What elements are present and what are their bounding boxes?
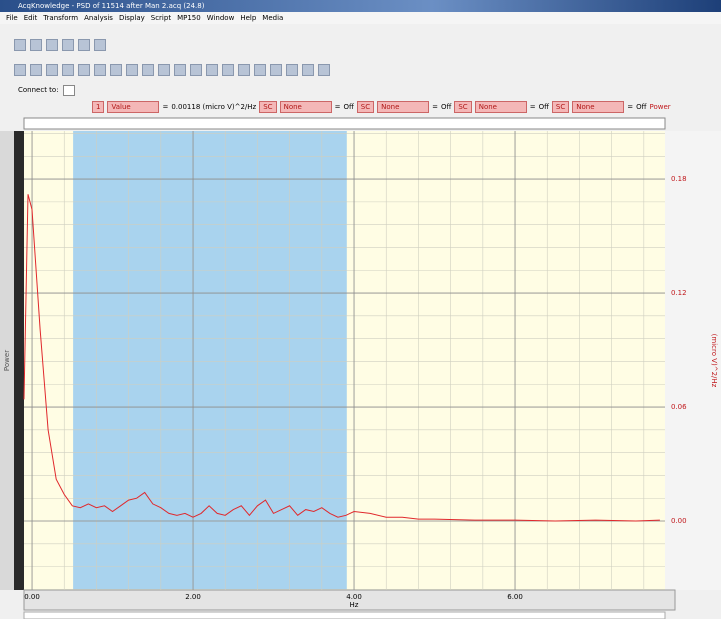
menu-item[interactable]: Edit: [23, 14, 38, 22]
tool-icon[interactable]: [14, 64, 26, 76]
menu-item[interactable]: Analysis: [84, 14, 113, 22]
y-axis-label: Power: [3, 350, 11, 371]
tool-icon[interactable]: [318, 64, 330, 76]
x-tick-label: 2.00: [185, 593, 201, 601]
measurement-result: Off: [441, 103, 452, 111]
tool-icon[interactable]: [126, 64, 138, 76]
function-select[interactable]: None: [377, 101, 430, 113]
channel-select[interactable]: SC: [259, 101, 277, 113]
y-tick-label: 0.12: [671, 289, 687, 297]
measurement-result: 0.00118 (micro V)^2/Hz: [171, 103, 257, 111]
y-units-label: (micro V)^2/Hz: [710, 334, 718, 388]
equals-sign: =: [432, 103, 439, 111]
function-select[interactable]: Value: [107, 101, 160, 113]
channel-select[interactable]: 1: [92, 101, 105, 113]
connect-row: Connect to:: [18, 84, 75, 96]
y-tick-label: 0.06: [671, 403, 687, 411]
menu-bar: File Edit Transform Analysis Display Script MP…: [0, 12, 721, 24]
tool-icon[interactable]: [206, 64, 218, 76]
tool-icon[interactable]: [110, 64, 122, 76]
channel-select[interactable]: SC: [356, 101, 375, 113]
equals-sign: =: [162, 103, 169, 111]
tool-icon[interactable]: [94, 39, 106, 51]
toolbar: [14, 63, 330, 77]
toolbar: [14, 38, 106, 52]
tool-icon[interactable]: [46, 64, 58, 76]
x-tick-label: 4.00: [346, 593, 362, 601]
channel-select[interactable]: SC: [551, 101, 570, 113]
function-select[interactable]: None: [279, 101, 332, 113]
selection: [73, 131, 347, 590]
menu-item[interactable]: Transform: [43, 14, 79, 22]
menu-item[interactable]: Window: [206, 14, 235, 22]
function-select[interactable]: None: [474, 101, 527, 113]
side-panel: [0, 131, 14, 590]
menu-item[interactable]: Media: [262, 14, 284, 22]
tool-icon[interactable]: [302, 64, 314, 76]
x-axis-band: [23, 589, 676, 611]
right-panel: [665, 131, 721, 590]
tool-icon[interactable]: [30, 39, 42, 51]
function-select[interactable]: None: [572, 101, 625, 113]
window-title: AcqKnowledge - PSD of 11514 after Man 2.…: [18, 2, 205, 10]
menu-item[interactable]: File: [6, 14, 18, 22]
measurement-result: Off: [636, 103, 647, 111]
tool-icon[interactable]: [254, 64, 266, 76]
power-button[interactable]: Power: [649, 103, 671, 111]
x-tick-label: 0.00: [24, 593, 40, 601]
tool-icon[interactable]: [78, 64, 90, 76]
menu-item[interactable]: Script: [150, 14, 172, 22]
channel-select[interactable]: SC: [454, 101, 472, 113]
menu-item[interactable]: Display: [118, 14, 145, 22]
tool-icon[interactable]: [94, 64, 106, 76]
tool-icon[interactable]: [238, 64, 250, 76]
tool-icon[interactable]: [78, 39, 90, 51]
tool-icon[interactable]: [62, 39, 74, 51]
equals-sign: =: [627, 103, 634, 111]
ruler: [23, 117, 666, 130]
connect-label: Connect to:: [18, 86, 59, 94]
measurement-result: Off: [538, 103, 549, 111]
chart: 0.00 2.00 4.00 6.00 0.00 0.06 0.12 0.18 Hz Power (…: [0, 117, 721, 619]
x-axis-label: Hz: [350, 601, 359, 609]
equals-sign: =: [529, 103, 536, 111]
measurement-bar: 1 Value = 0.00118 (micro V)^2/Hz SC None = Off S…: [0, 100, 721, 114]
equals-sign: =: [334, 103, 341, 111]
tool-icon[interactable]: [62, 64, 74, 76]
data-line: [23, 194, 660, 522]
scrollbar: [23, 611, 666, 619]
tool-icon[interactable]: [158, 64, 170, 76]
y-tick-label: 0.00: [671, 517, 687, 525]
tool-icon[interactable]: [286, 64, 298, 76]
x-tick-label: 6.00: [507, 593, 523, 601]
tool-icon[interactable]: [190, 64, 202, 76]
tool-icon[interactable]: [222, 64, 234, 76]
tool-icon[interactable]: [14, 39, 26, 51]
measurement-result: Off: [343, 103, 354, 111]
tool-icon[interactable]: [270, 64, 282, 76]
connect-dropdown[interactable]: [62, 84, 75, 96]
menu-item[interactable]: MP150: [177, 14, 201, 22]
y-tick-label: 0.18: [671, 175, 687, 183]
channel-strip: [14, 131, 24, 590]
menu-item[interactable]: Help: [240, 14, 257, 22]
tool-icon[interactable]: [46, 39, 58, 51]
tool-icon[interactable]: [30, 64, 42, 76]
title-bar: AcqKnowledge - PSD of 11514 after Man 2.…: [0, 0, 721, 12]
tool-icon[interactable]: [142, 64, 154, 76]
tool-icon[interactable]: [174, 64, 186, 76]
